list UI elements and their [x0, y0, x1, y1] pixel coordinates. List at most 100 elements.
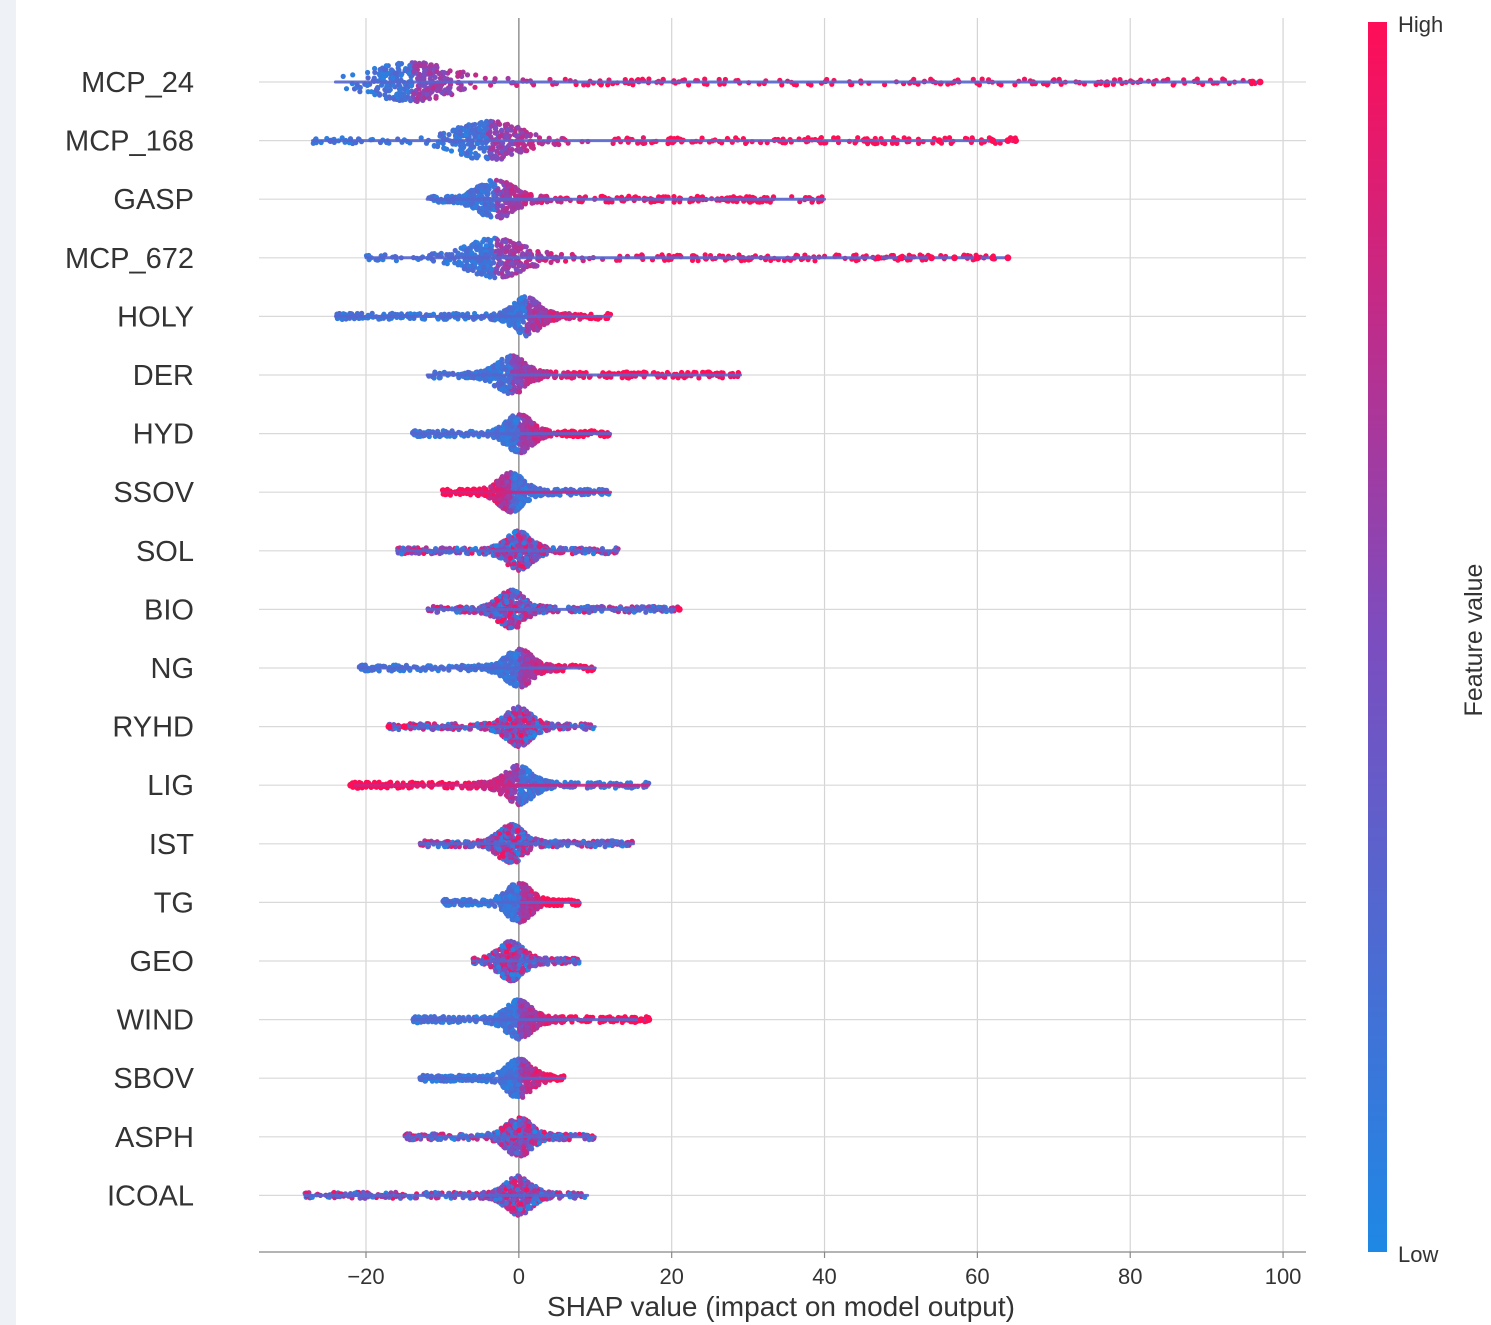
shap-dot [494, 434, 501, 440]
shap-dot [499, 360, 505, 366]
shap-dot [535, 249, 541, 255]
shap-dot [534, 437, 540, 443]
shap-dot [469, 127, 475, 133]
shap-dot [340, 73, 346, 79]
shap-dot [487, 129, 493, 135]
shap-dot [343, 86, 350, 92]
shap-dot [500, 265, 507, 271]
shap-dot [998, 82, 1004, 88]
shap-dot [493, 269, 499, 275]
shap-dot [483, 273, 489, 279]
shap-dot [520, 305, 526, 311]
shap-dot [379, 82, 385, 88]
shap-dot [514, 260, 520, 266]
shap-dot [473, 72, 479, 78]
shap-dot [447, 90, 453, 96]
shap-dot [515, 543, 521, 549]
shap-dot [488, 237, 494, 244]
shap-dot [364, 82, 370, 88]
shap-dot [459, 149, 465, 155]
shap-dot [437, 131, 444, 137]
outlier-dot [1249, 78, 1256, 86]
shap-dot [1170, 82, 1176, 88]
shap-dot [479, 210, 485, 216]
shap-dot [512, 475, 518, 481]
dots-layer [302, 60, 1264, 1218]
shap-dot [525, 561, 532, 567]
shap-dot [350, 72, 356, 78]
shap-dot [442, 75, 448, 81]
shap-dot [515, 124, 521, 130]
shap-dot [529, 323, 536, 329]
shap-dot [519, 425, 525, 432]
shap-dot [503, 239, 509, 245]
shap-dot [498, 248, 504, 254]
shap-dot [514, 82, 520, 88]
shap-dot [393, 70, 399, 76]
shap-dot [493, 543, 499, 549]
shap-dot [414, 95, 420, 101]
shap-dot [533, 305, 539, 311]
outlier-dot [928, 254, 935, 262]
shap-dot [479, 271, 485, 277]
shap-dot [433, 95, 439, 101]
shap-dot [390, 75, 396, 81]
shap-dot [503, 367, 509, 373]
shap-dot [372, 65, 378, 72]
shap-dot [1194, 76, 1200, 82]
shap-dot [446, 132, 452, 138]
feature-dots-holy [333, 294, 614, 339]
shap-dot [503, 437, 509, 443]
shap-dot [495, 551, 501, 558]
shap-dot [511, 251, 517, 257]
shap-dot [512, 483, 518, 489]
shap-dot [488, 484, 494, 490]
shap-dot [793, 82, 800, 88]
shap-dot [426, 96, 433, 102]
shap-dot [357, 89, 363, 95]
shap-dot [524, 133, 530, 139]
shap-dot [504, 358, 510, 364]
shap-dot [508, 321, 514, 327]
shap-dot [499, 148, 505, 154]
shap-dot [507, 384, 513, 390]
shap-dot [384, 84, 390, 90]
feature-dots-sol [395, 528, 621, 573]
shap-dot [441, 70, 447, 76]
shap-dot [424, 87, 430, 93]
shap-dot [505, 126, 511, 133]
shap-dot [528, 543, 534, 549]
shap-dot [503, 150, 510, 156]
shap-dot [523, 420, 529, 426]
shap-dot [408, 98, 414, 104]
shap-dot [506, 142, 512, 148]
shap-dot [517, 326, 523, 332]
shap-dot [542, 310, 549, 316]
shap-beeswarm-chart: MCP_24MCP_168GASPMCP_672HOLYDERHYDSSOVSO… [65, 12, 1488, 1322]
shap-dot [416, 91, 422, 97]
shap-dot [500, 539, 506, 545]
shap-dot [458, 82, 464, 88]
shap-dot [376, 91, 382, 97]
shap-dot [486, 259, 493, 265]
shap-dot [494, 363, 500, 370]
shap-dot [507, 535, 513, 541]
shap-dot [463, 128, 469, 134]
shap-dot [450, 127, 456, 133]
shap-dot [421, 63, 427, 69]
shap-dot [410, 90, 416, 96]
shap-dot [493, 154, 499, 160]
shap-dot [397, 85, 404, 91]
shap-dot [455, 125, 461, 131]
shap-dot [513, 418, 519, 424]
shap-dot [489, 123, 495, 129]
shap-dot [509, 146, 515, 153]
shap-dot [501, 376, 507, 383]
shap-dot [474, 154, 480, 160]
shap-dot [517, 535, 524, 541]
shap-dot [528, 551, 534, 558]
shap-dot [516, 389, 523, 395]
shap-dot [508, 508, 514, 514]
shap-dot [464, 72, 471, 78]
shap-dot [522, 364, 528, 370]
